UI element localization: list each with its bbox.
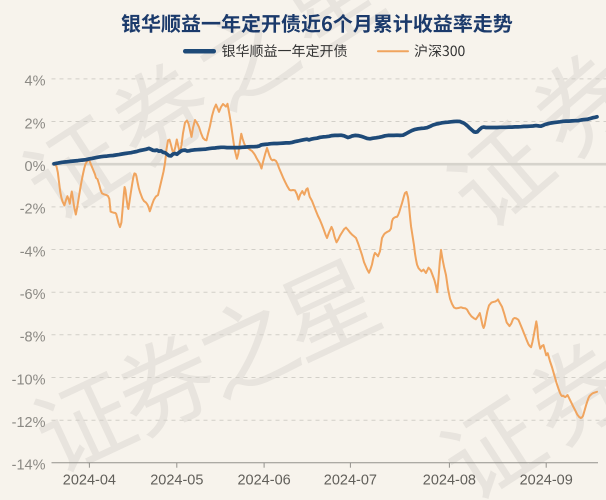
svg-text:2024-05: 2024-05 <box>150 473 203 489</box>
svg-text:-14%: -14% <box>12 458 46 474</box>
svg-text:2%: 2% <box>25 116 46 132</box>
svg-text:2024-06: 2024-06 <box>237 473 290 489</box>
svg-text:-6%: -6% <box>20 287 46 303</box>
svg-text:2024-07: 2024-07 <box>324 473 377 489</box>
svg-text:-10%: -10% <box>12 372 46 388</box>
svg-text:-2%: -2% <box>20 202 46 218</box>
svg-text:-4%: -4% <box>20 244 46 260</box>
svg-text:4%: 4% <box>25 74 46 90</box>
svg-text:0%: 0% <box>25 159 46 175</box>
svg-text:-12%: -12% <box>12 415 46 431</box>
svg-text:2024-09: 2024-09 <box>520 473 573 489</box>
svg-text:2024-08: 2024-08 <box>423 473 476 489</box>
svg-text:-8%: -8% <box>20 330 46 346</box>
svg-text:2024-04: 2024-04 <box>63 473 116 489</box>
